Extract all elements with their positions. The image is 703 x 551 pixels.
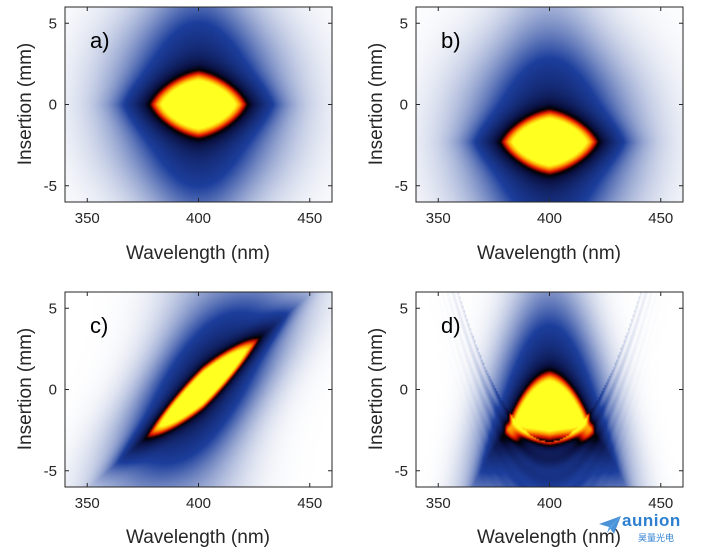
panel-label-a: a)	[90, 28, 110, 53]
x-tick-label: 350	[426, 210, 451, 227]
panel-label-b: b)	[441, 28, 461, 53]
heatmap-c	[65, 292, 332, 487]
y-tick-label: -5	[395, 463, 408, 480]
x-tick-label: 350	[426, 495, 451, 512]
paper-plane-icon	[599, 516, 621, 534]
panel-b: 350 400 450 -5 0 5 b) Wavelength (nm) Insert…	[366, 6, 684, 264]
xlabel-a: Wavelength (nm)	[126, 243, 270, 264]
panel-label-c: c)	[90, 313, 108, 338]
y-tick-label: 0	[49, 382, 57, 399]
panel-c: 350 400 450 -5 0 5 c) Wavelength (nm) Insert…	[15, 291, 333, 548]
ylabel-d: Insertion (mm)	[366, 328, 387, 450]
x-tick-label: 400	[186, 210, 211, 227]
y-tick-label: 5	[49, 15, 57, 32]
y-tick-label: 5	[400, 300, 408, 317]
x-tick-label: 450	[648, 210, 673, 227]
ylabel-b: Insertion (mm)	[366, 43, 387, 165]
x-tick-label: 450	[297, 210, 322, 227]
x-tick-label: 350	[75, 495, 100, 512]
panel-label-d: d)	[441, 313, 461, 338]
y-tick-label: -5	[44, 463, 57, 480]
xlabel-b: Wavelength (nm)	[477, 243, 621, 264]
ylabel-c: Insertion (mm)	[15, 328, 36, 450]
x-tick-label: 450	[648, 495, 673, 512]
watermark-brand: aunion	[622, 511, 681, 530]
x-tick-label: 400	[186, 495, 211, 512]
x-tick-label: 400	[537, 210, 562, 227]
y-tick-label: 5	[49, 300, 57, 317]
y-tick-label: 5	[400, 15, 408, 32]
y-tick-label: -5	[395, 178, 408, 195]
panel-a: 350 400 450 -5 0 5 a) Wavelength (nm) Insert…	[15, 6, 333, 264]
heatmap-a	[65, 7, 332, 202]
y-tick-label: 0	[400, 382, 408, 399]
panel-d: 350 400 450 -5 0 5 d) Wavelength (nm) Insert…	[366, 291, 684, 548]
watermark: aunion 昊量光电	[598, 510, 698, 546]
xlabel-d: Wavelength (nm)	[477, 527, 621, 548]
y-tick-label: -5	[44, 178, 57, 195]
x-tick-label: 450	[297, 495, 322, 512]
heatmap-b	[416, 7, 683, 202]
x-tick-label: 400	[537, 495, 562, 512]
x-tick-label: 350	[75, 210, 100, 227]
ylabel-a: Insertion (mm)	[15, 43, 36, 165]
xlabel-c: Wavelength (nm)	[126, 527, 270, 548]
y-tick-label: 0	[400, 97, 408, 114]
watermark-subtitle: 昊量光电	[638, 534, 675, 544]
y-tick-label: 0	[49, 97, 57, 114]
heatmap-d	[416, 292, 683, 487]
